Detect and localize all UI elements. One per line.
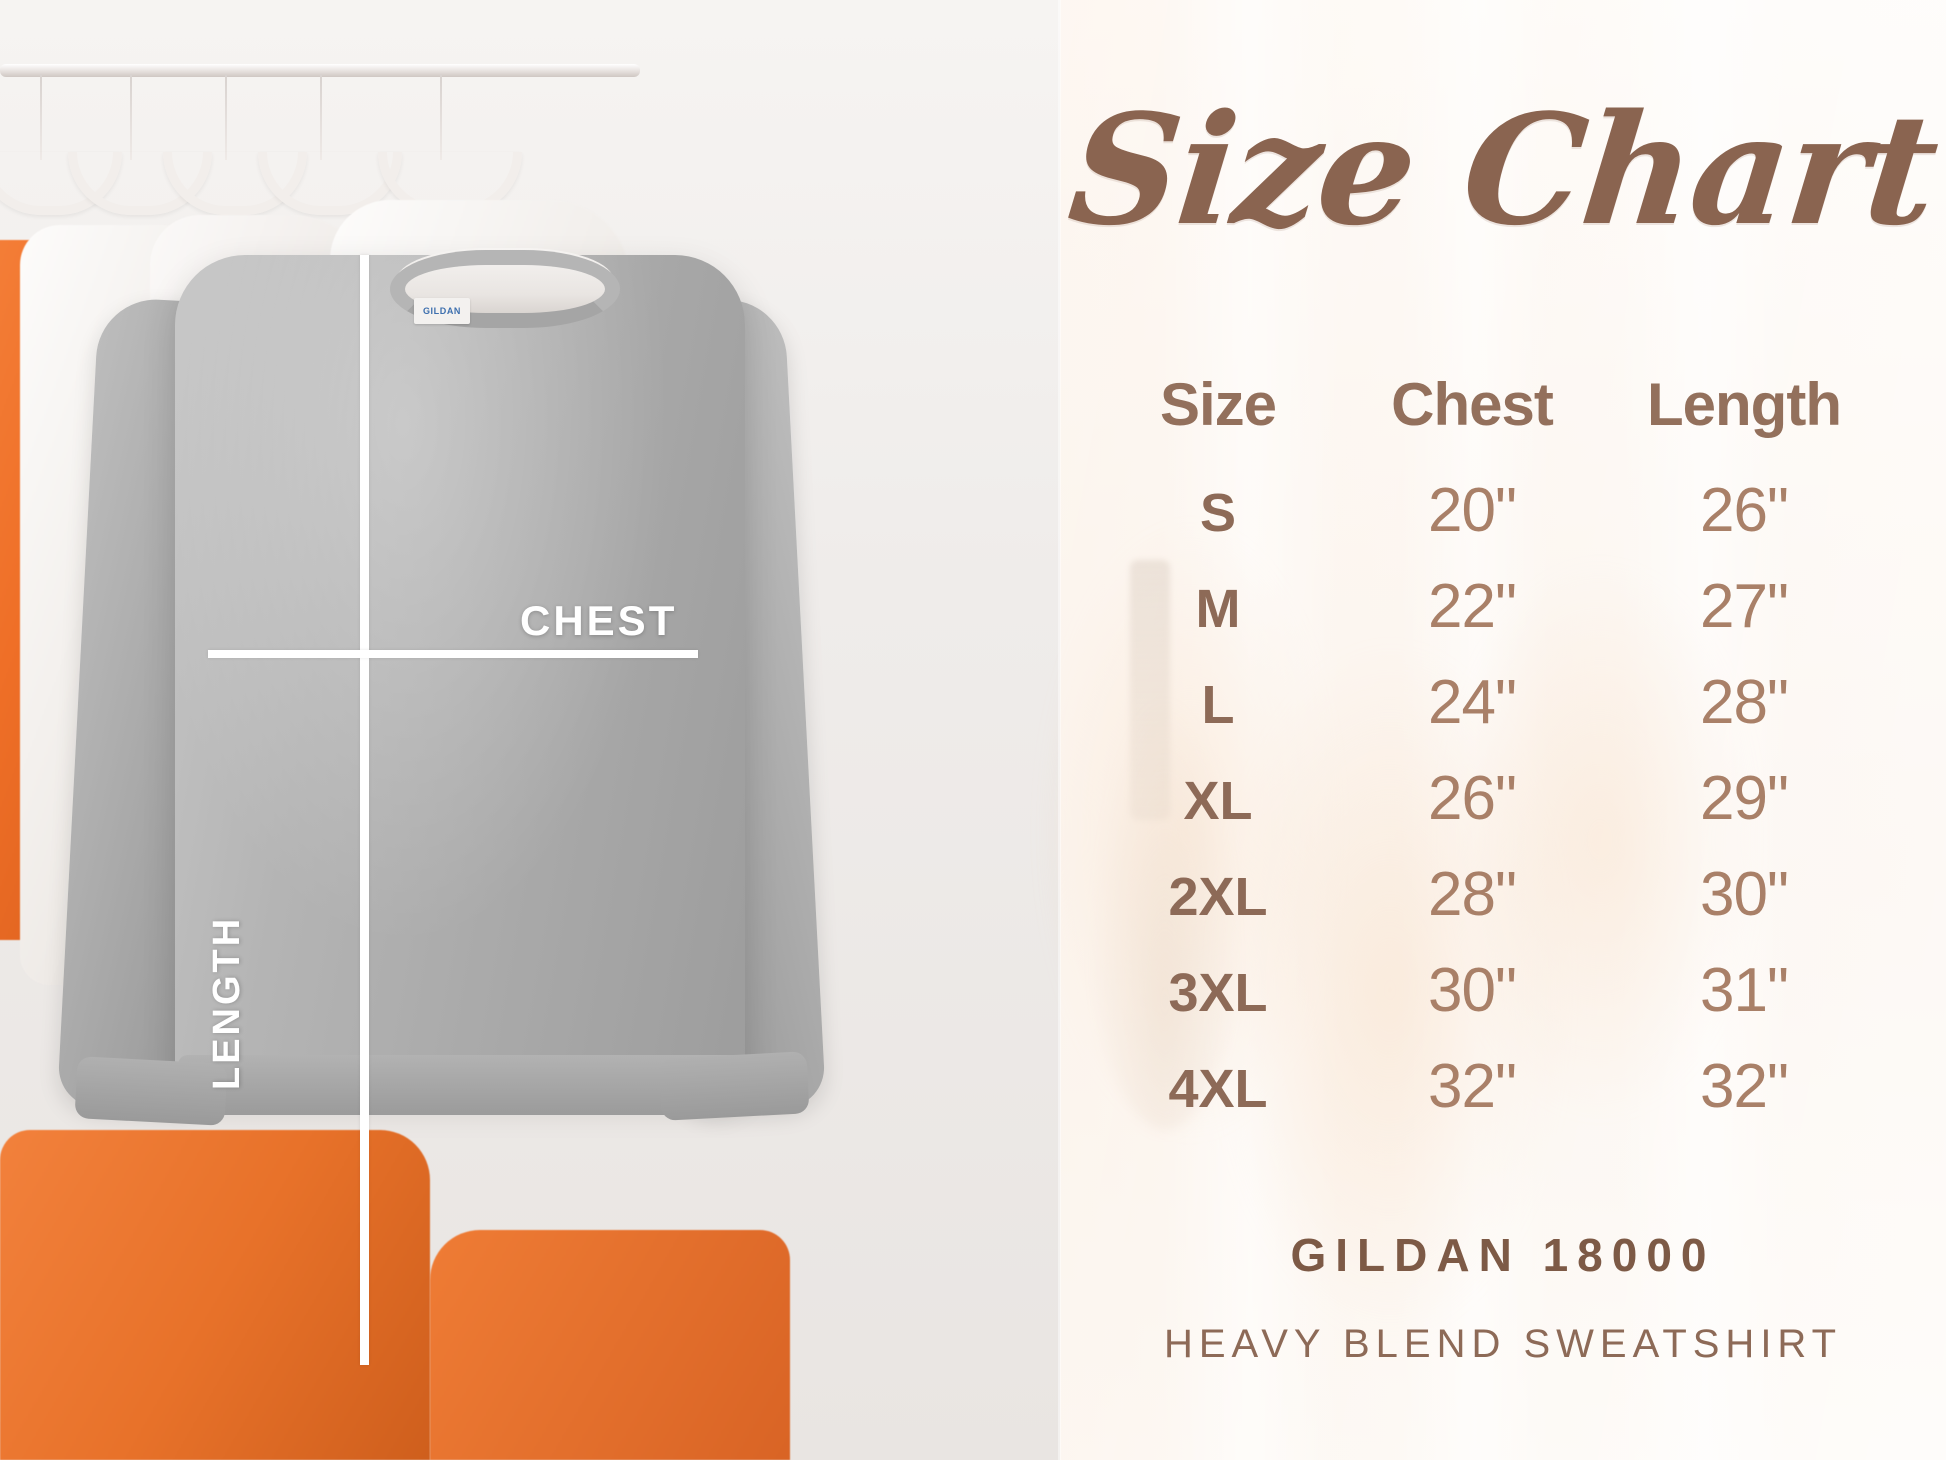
cell-length: 29"	[1700, 764, 1789, 833]
hanger-icon	[163, 74, 307, 215]
length-measure-label: LENGTH	[206, 915, 248, 1090]
hanger-icon	[378, 74, 522, 215]
column-header-length: Length	[1647, 371, 1842, 438]
chest-measure-line	[208, 650, 698, 658]
sweatshirt-body	[175, 255, 745, 1095]
table-row: 4XL 32" 32"	[1100, 1051, 1900, 1129]
table-row: XL 26" 29"	[1100, 763, 1900, 841]
cell-length: 26"	[1700, 476, 1789, 545]
cell-length: 30"	[1700, 860, 1789, 929]
cell-length: 27"	[1700, 572, 1789, 641]
column-header-chest: Chest	[1391, 371, 1554, 438]
product-name: HEAVY BLEND SWEATSHIRT	[1163, 1322, 1843, 1366]
background-garment-orange	[430, 1230, 790, 1460]
cell-size: S	[1199, 483, 1237, 543]
cell-chest: 24"	[1428, 668, 1517, 737]
cell-length: 28"	[1700, 668, 1789, 737]
cell-size: 3XL	[1168, 963, 1268, 1023]
page-title: Size Chart	[1061, 80, 1945, 259]
cell-size: 4XL	[1168, 1059, 1268, 1119]
product-code: GILDAN 18000	[1290, 1229, 1716, 1281]
hanger-icon	[0, 74, 122, 215]
cell-size: M	[1195, 579, 1241, 639]
cell-chest: 26"	[1428, 764, 1517, 833]
brand-neck-tag: GILDAN	[414, 298, 470, 324]
hanger-icon	[258, 74, 402, 215]
hanger-icon	[68, 74, 212, 215]
table-row: 3XL 30" 31"	[1100, 955, 1900, 1033]
cell-size: L	[1201, 675, 1235, 735]
table-row: M 22" 27"	[1100, 571, 1900, 649]
panel-overlay-wash	[1060, 0, 1946, 1460]
cell-chest: 28"	[1428, 860, 1517, 929]
size-table: Size Chest Length S 20" 26" M 22" 27" L …	[1100, 370, 1900, 1147]
sweatshirt-hem	[178, 1055, 743, 1115]
column-header-size: Size	[1159, 371, 1277, 438]
clothing-rail	[0, 64, 640, 77]
cell-size: 2XL	[1168, 867, 1268, 927]
cell-length: 32"	[1700, 1052, 1789, 1121]
cell-size: XL	[1183, 771, 1253, 831]
sweatshirt-right-cuff	[658, 1051, 810, 1121]
chest-measure-label: CHEST	[520, 597, 678, 644]
table-row: L 24" 28"	[1100, 667, 1900, 745]
table-header-row: Size Chest Length	[1100, 370, 1900, 439]
cell-length: 31"	[1700, 956, 1789, 1025]
product-photo: GILDAN CHEST LENGTH	[0, 0, 1060, 1460]
cell-chest: 32"	[1428, 1052, 1517, 1121]
cell-chest: 20"	[1428, 476, 1517, 545]
sweatshirt-left-cuff	[74, 1056, 228, 1126]
cell-chest: 22"	[1428, 572, 1517, 641]
length-measure-line	[360, 255, 369, 1365]
table-row: S 20" 26"	[1100, 475, 1900, 553]
table-row: 2XL 28" 30"	[1100, 859, 1900, 937]
cell-chest: 30"	[1428, 956, 1517, 1025]
background-garment-orange	[0, 1130, 430, 1460]
panel-divider	[1058, 0, 1061, 1460]
